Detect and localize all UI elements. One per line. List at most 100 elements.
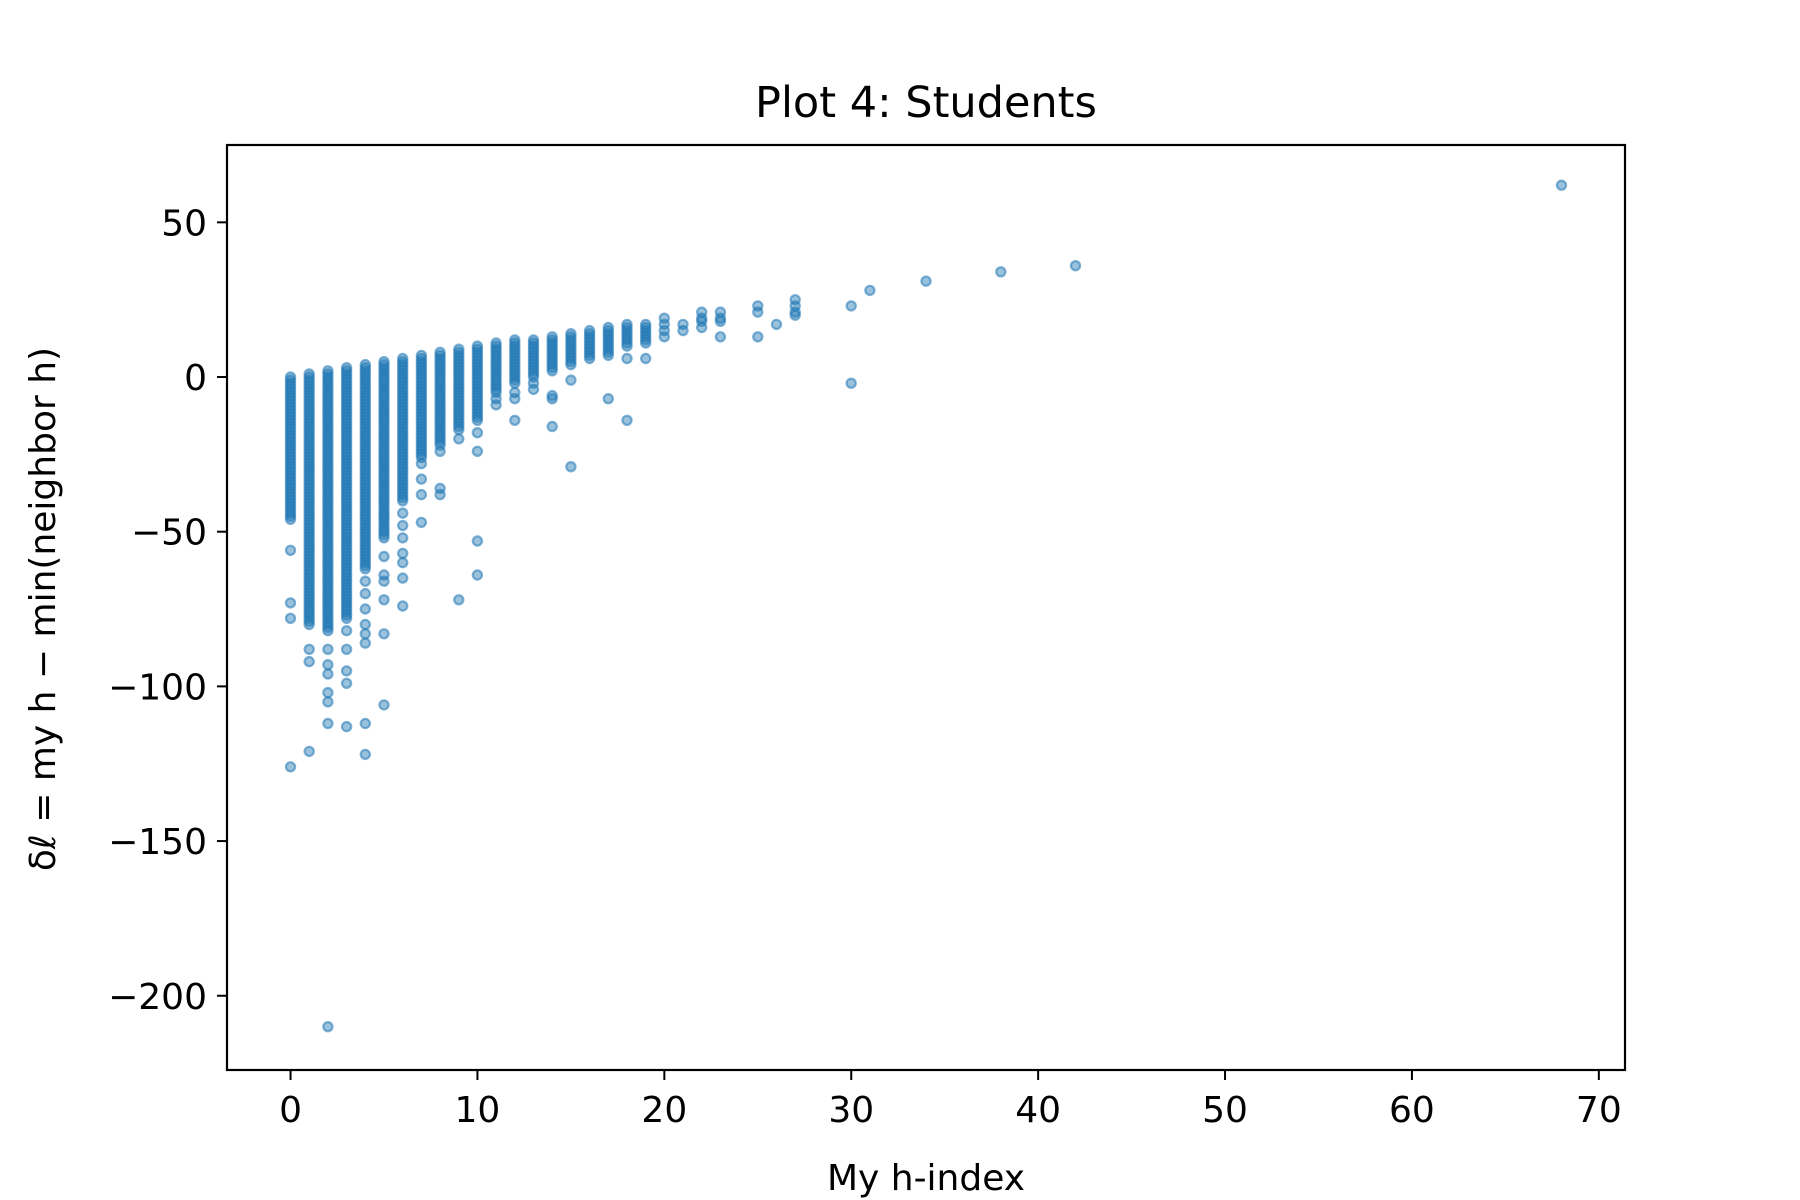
data-point (397, 547, 409, 560)
data-point (359, 587, 371, 600)
data-point (397, 532, 409, 544)
data-point (845, 300, 857, 312)
data-point (284, 597, 297, 609)
data-point (359, 637, 371, 649)
plot-area-frame (225, 143, 1627, 1072)
x-axis: 0 10 20 30 40 50 60 70 (279, 1070, 1622, 1131)
data-point (602, 393, 615, 405)
data-point (453, 433, 465, 445)
data-point (397, 556, 409, 569)
x-tick-label: 30 (828, 1090, 874, 1131)
data-point (471, 340, 484, 352)
data-point (340, 665, 353, 677)
data-point (864, 284, 876, 297)
data-point (340, 362, 353, 374)
data-point (509, 414, 521, 426)
data-point (621, 414, 633, 426)
x-tick-label: 60 (1389, 1090, 1435, 1131)
chart-title: Plot 4: Students (755, 78, 1097, 128)
data-point (434, 346, 446, 358)
data-point (322, 696, 334, 708)
y-tick-label: 0 (184, 358, 207, 399)
data-point (509, 334, 521, 346)
data-point (1555, 179, 1568, 191)
data-point (359, 717, 371, 730)
data-point (322, 717, 334, 730)
data-point (397, 519, 409, 532)
data-point (677, 318, 689, 331)
y-tick-label: 50 (161, 203, 207, 244)
data-point (415, 488, 428, 501)
x-tick-label: 10 (455, 1090, 501, 1131)
data-point (434, 445, 446, 457)
data-point (415, 516, 428, 529)
data-point (378, 355, 390, 368)
data-point (359, 618, 371, 631)
data-point (303, 655, 315, 668)
data-point (415, 457, 428, 470)
data-point (621, 352, 633, 365)
data-point (322, 668, 334, 680)
data-point (714, 331, 727, 343)
data-point (303, 745, 315, 758)
y-tick-label: −100 (108, 667, 207, 708)
data-point (471, 427, 484, 439)
data-point (397, 572, 409, 584)
x-tick-label: 0 (279, 1090, 302, 1131)
x-tick-label: 50 (1202, 1090, 1248, 1131)
data-point (546, 420, 558, 433)
data-point (359, 628, 371, 640)
data-point (415, 349, 428, 362)
data-point (397, 352, 409, 365)
data-point (378, 550, 390, 563)
data-point (471, 569, 484, 581)
data-point (471, 535, 484, 547)
data-point (471, 445, 484, 457)
data-point (322, 1020, 334, 1033)
data-point (359, 603, 371, 615)
data-point (565, 461, 577, 473)
x-tick-label: 40 (1015, 1090, 1061, 1131)
data-point (434, 488, 446, 501)
data-point (920, 275, 932, 287)
data-point (359, 575, 371, 587)
x-axis-label: My h-index (827, 1158, 1025, 1199)
data-point (359, 358, 371, 371)
data-point (340, 643, 353, 656)
data-point (322, 365, 334, 377)
data-point (397, 507, 409, 519)
x-tick-label: 20 (641, 1090, 687, 1131)
data-point (527, 383, 540, 396)
data-point (303, 643, 315, 656)
y-tick-label: −50 (131, 513, 207, 554)
data-point (322, 659, 334, 671)
data-point (1069, 260, 1082, 272)
data-point (602, 321, 615, 334)
data-point (490, 399, 502, 411)
data-point (453, 343, 465, 355)
data-point (284, 761, 297, 773)
data-point (995, 266, 1007, 278)
data-point (845, 377, 857, 389)
y-tick-label: −200 (108, 977, 207, 1018)
data-point (322, 686, 334, 699)
data-point (752, 331, 764, 343)
data-point (340, 677, 353, 690)
data-point (696, 306, 708, 318)
data-point (583, 324, 596, 337)
data-point (714, 306, 727, 318)
y-axis: 50 0 −50 −100 −150 −200 (108, 203, 227, 1018)
data-point (453, 594, 465, 606)
data-point (378, 575, 390, 587)
data-point (621, 318, 633, 331)
data-point (378, 628, 390, 640)
data-point (640, 352, 652, 365)
data-point (303, 368, 315, 380)
data-point (509, 393, 521, 405)
data-point (415, 473, 428, 485)
data-point (546, 331, 558, 343)
data-point (640, 318, 652, 331)
data-point (602, 349, 615, 362)
